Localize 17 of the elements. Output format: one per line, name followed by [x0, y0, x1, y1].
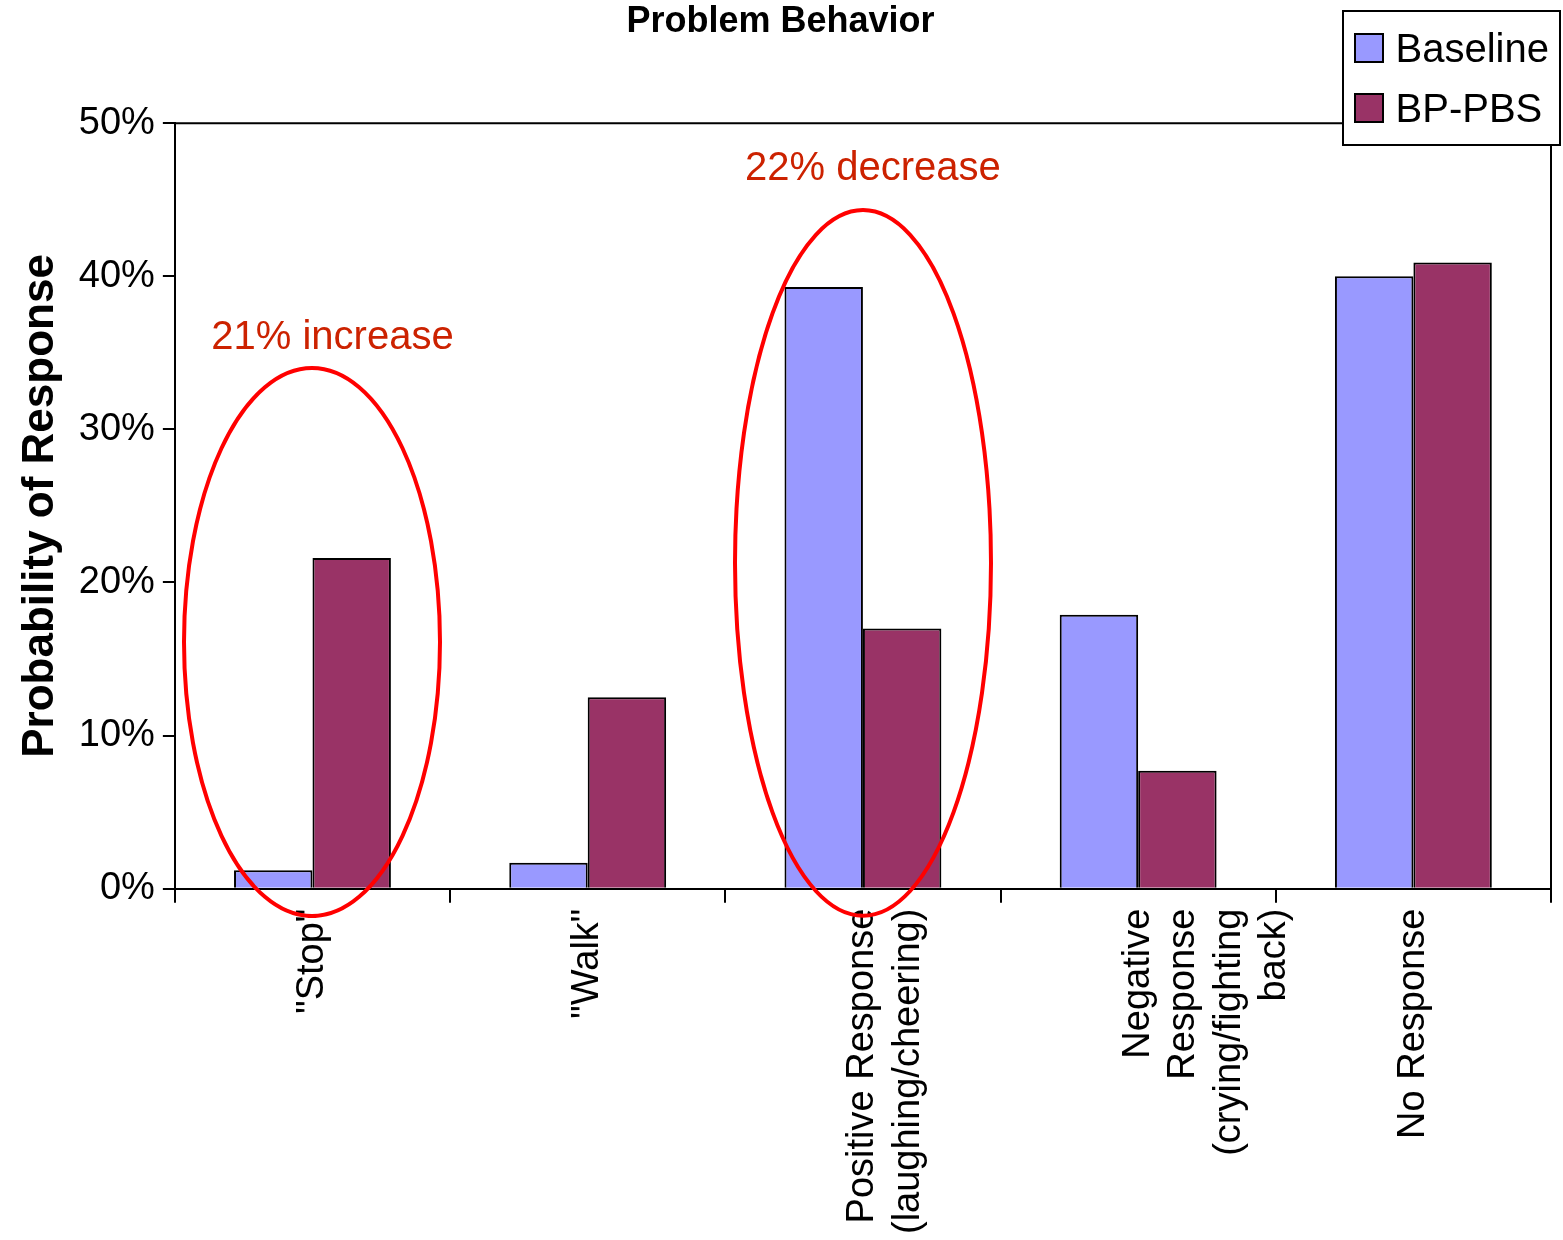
x-tick-label: "Stop" [288, 908, 331, 1014]
y-tick-label: 50% [78, 99, 155, 142]
annotation: 22% decrease [745, 144, 1001, 189]
y-tick-label: 0% [99, 865, 155, 908]
annotation: 21% increase [211, 312, 454, 357]
y-tick-label: 20% [78, 558, 155, 601]
chart-title: Problem Behavior [626, 0, 935, 40]
legend-label: BP-PBS [1395, 85, 1543, 131]
x-tick-label: Negative Response (crying/fighting back) [1114, 908, 1294, 1156]
y-tick-label: 10% [78, 712, 155, 755]
x-tick-label: No Response [1389, 908, 1432, 1139]
y-tick-label: 30% [78, 405, 155, 448]
y-tick-label: 40% [78, 252, 155, 295]
x-tick-label: "Walk" [564, 908, 607, 1019]
x-tick-label: Positive Response (laughing/cheering) [839, 908, 928, 1235]
y-axis-title: Probability of Response [12, 254, 62, 758]
legend-label: Baseline [1395, 25, 1549, 71]
